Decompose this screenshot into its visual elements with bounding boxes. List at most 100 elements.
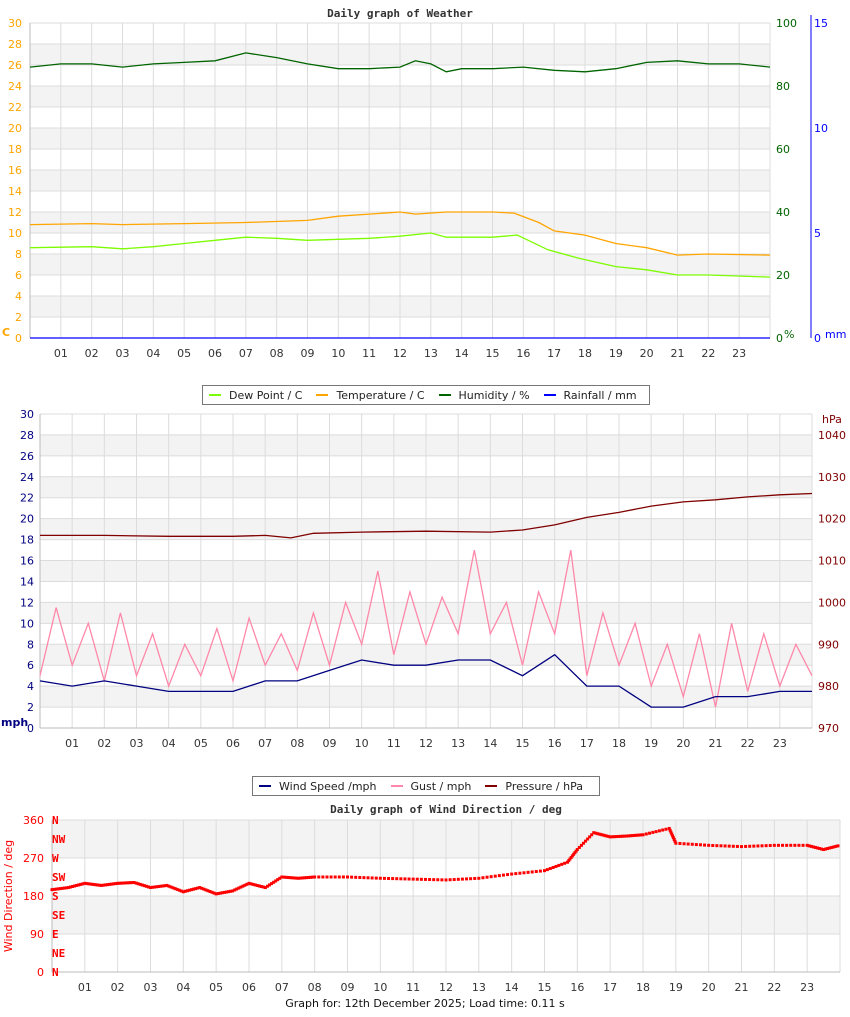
- y-right-tick-label: 20: [776, 269, 790, 282]
- y-left-tick-label: 28: [8, 38, 22, 51]
- wind-direction-point: [286, 875, 290, 879]
- legend-item-gust[interactable]: Gust / mph: [390, 780, 471, 793]
- x-tick-label: 07: [258, 737, 272, 750]
- wind-direction-point: [506, 873, 510, 877]
- wind-direction-point: [793, 843, 797, 847]
- wind-direction-point: [149, 886, 152, 890]
- wind-direction-point: [128, 881, 132, 885]
- wind-direction-point: [105, 883, 109, 887]
- legend-item-rainfall[interactable]: Rainfall / mm: [543, 388, 637, 402]
- compass-label: S: [52, 890, 59, 903]
- wind-direction-point: [690, 842, 694, 846]
- y-right-tick-label: 0: [776, 332, 783, 345]
- wind-direction-point: [824, 847, 828, 851]
- legend-label: Humidity / %: [458, 388, 530, 402]
- wind-direction-point: [103, 883, 107, 887]
- x-tick-label: 15: [538, 981, 552, 994]
- y-left-tick-label: 4: [27, 680, 34, 693]
- wind-direction-point: [440, 878, 444, 882]
- y-left-tick-label: 360: [23, 814, 44, 827]
- wind-direction-point: [411, 877, 415, 881]
- legend-item-pressure[interactable]: Pressure / hPa: [485, 780, 583, 793]
- wind-direction-point: [77, 883, 81, 887]
- wind-direction-point: [89, 882, 93, 886]
- wind-direction-point: [744, 844, 748, 848]
- wind-direction-point: [329, 875, 333, 879]
- wind-direction-point: [731, 844, 735, 848]
- wind-direction-point: [560, 862, 564, 866]
- x-tick-label: 14: [505, 981, 519, 994]
- wind-direction-point: [485, 875, 489, 879]
- wind-direction-point: [752, 844, 756, 848]
- wind-direction-point: [586, 837, 590, 841]
- wind-direction-point: [670, 832, 674, 836]
- y-left-tick-label: 12: [20, 596, 34, 609]
- series-line-pressure: [40, 492, 813, 539]
- wind-direction-point: [311, 875, 315, 879]
- x-tick-label: 06: [242, 981, 256, 994]
- legend-item-humidity[interactable]: Humidity / %: [438, 388, 530, 402]
- wind-direction-point: [346, 875, 349, 879]
- wind-direction-point: [122, 881, 126, 885]
- y-left-tick-label: 16: [8, 164, 22, 177]
- wind-direction-point: [52, 887, 56, 891]
- wind-direction-point: [543, 869, 546, 873]
- wind-direction-point: [639, 833, 643, 837]
- x-tick-label: 14: [483, 737, 497, 750]
- wind-direction-point: [501, 873, 505, 877]
- wind-direction-point: [270, 882, 274, 886]
- wind-direction-point: [169, 885, 173, 889]
- wind-direction-point: [54, 887, 58, 891]
- series-line-wind: [39, 653, 812, 708]
- wind-direction-point: [481, 876, 485, 880]
- legend-item-wind-speed[interactable]: Wind Speed /mph: [259, 780, 377, 793]
- y-left-tick-label: 180: [23, 890, 44, 903]
- wind-direction-point: [797, 843, 801, 847]
- y-right-unit: %: [784, 328, 794, 341]
- wind-direction-point: [120, 881, 124, 885]
- wind-direction-point: [497, 874, 501, 878]
- wind-direction-point: [668, 828, 672, 832]
- wind-direction-point: [807, 844, 811, 848]
- y-left-tick-label: 26: [8, 59, 22, 72]
- x-tick-label: 13: [424, 347, 438, 360]
- wind-direction-point: [594, 831, 598, 835]
- wind-direction-point: [600, 833, 604, 837]
- wind-direction-point: [114, 882, 118, 886]
- legend-label: Rainfall / mm: [563, 388, 637, 402]
- wind-direction-point: [153, 885, 157, 889]
- wind-direction-point: [296, 876, 300, 880]
- wind-direction-point: [673, 839, 677, 843]
- y-right-tick-label: 980: [818, 680, 839, 693]
- wind-direction-point: [263, 886, 267, 890]
- wind-direction-point: [801, 843, 805, 847]
- wind-direction-point: [623, 834, 627, 838]
- wind-direction-point: [575, 848, 579, 852]
- y-left-tick-label: 12: [8, 206, 22, 219]
- y-left-tick-label: 14: [8, 185, 22, 198]
- y-right-tick-label: 1030: [818, 471, 846, 484]
- x-tick-label: 03: [144, 981, 158, 994]
- compass-label: E: [52, 928, 59, 941]
- wind-direction-point: [590, 833, 594, 837]
- legend-item-dew-point[interactable]: Dew Point / C: [209, 389, 302, 402]
- legend-item-temperature[interactable]: Temperature / C: [316, 388, 425, 402]
- wind-direction-point: [243, 883, 247, 887]
- legend-label: Temperature / C: [336, 388, 425, 402]
- y-left-tick-label: 26: [20, 450, 34, 463]
- wind-direction-point: [573, 851, 577, 855]
- wind-direction-point: [727, 844, 731, 848]
- wind-direction-point: [366, 876, 370, 880]
- wind-direction-point: [333, 875, 337, 879]
- x-tick-label: 19: [669, 981, 683, 994]
- y-left-tick-label: 20: [8, 122, 22, 135]
- wind-direction-point: [218, 891, 222, 895]
- wind-direction-point: [635, 833, 639, 837]
- wind-direction-point: [161, 884, 165, 888]
- wind-direction-point: [95, 883, 99, 887]
- wind-direction-point: [641, 833, 645, 837]
- wind-direction-point: [403, 877, 407, 881]
- wind-direction-point: [101, 883, 105, 887]
- wind-direction-point: [776, 843, 780, 847]
- wind-direction-point: [644, 832, 648, 836]
